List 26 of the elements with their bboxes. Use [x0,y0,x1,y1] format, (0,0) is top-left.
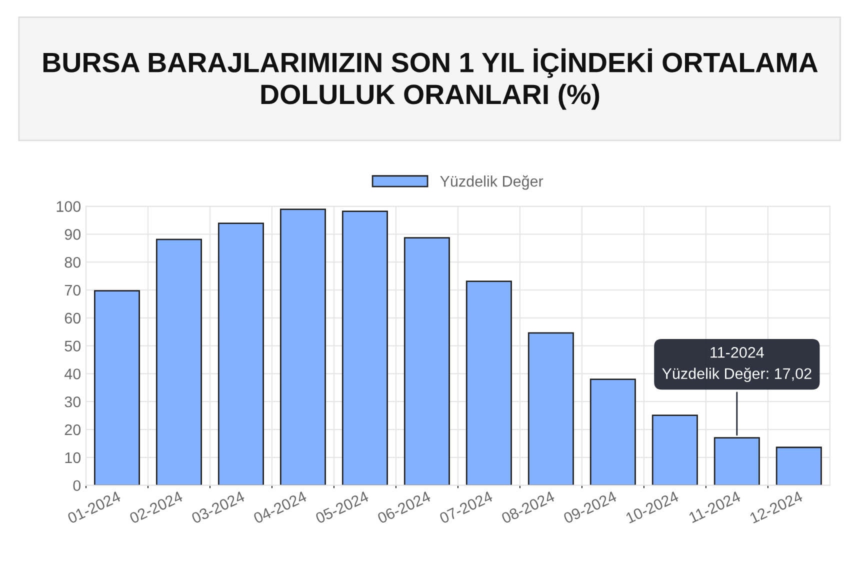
y-tick-label: 80 [64,256,81,268]
bar [590,378,636,486]
y-tick-label: 90 [64,229,81,240]
annotation: 11-2024 Yüzdelik Değer: 17,02 [662,346,812,382]
y-tick-label: 30 [64,396,81,408]
y-tick-label: 70 [64,284,81,296]
y-tick-label: 0 [73,480,81,492]
bar [404,237,450,486]
y-tick-label: 60 [64,312,81,324]
bar [280,208,326,486]
y-tick-label: 100 [56,201,81,212]
legend-label: Yüzdelik Değer [440,175,544,190]
bar [714,437,760,486]
y-tick-label: 10 [65,452,81,464]
bar [342,210,388,486]
y-tick-label: 40 [64,368,81,380]
y-tick-label: 20 [64,424,81,436]
bar [156,238,202,486]
bar [652,414,698,486]
bar [776,446,822,486]
bar [466,280,512,486]
bar [218,222,264,486]
y-tick-label: 50 [64,340,81,352]
bar [528,332,574,486]
chart-title: BURSA BARAJLARIMIZIN SON 1 YIL İÇİNDEKİ ORTALAMA DOLULUK ORANLARI (%) [43,48,818,110]
bar [94,290,140,486]
